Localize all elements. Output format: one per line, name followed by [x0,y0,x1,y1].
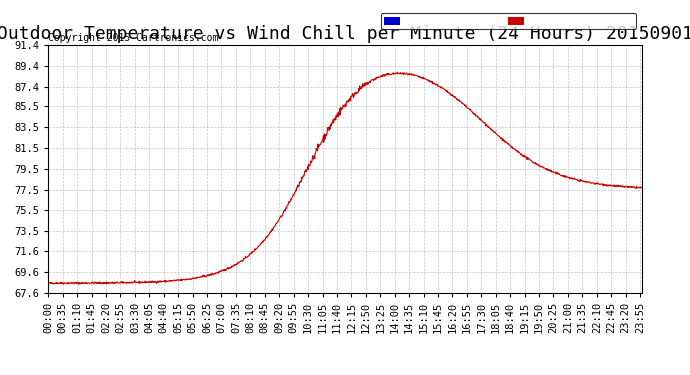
Title: Outdoor Temperature vs Wind Chill per Minute (24 Hours) 20150901: Outdoor Temperature vs Wind Chill per Mi… [0,26,690,44]
Legend: Wind Chill  (°F), Temperature  (°F): Wind Chill (°F), Temperature (°F) [382,13,636,29]
Text: Copyright 2015 Cartronics.com: Copyright 2015 Cartronics.com [48,33,219,42]
